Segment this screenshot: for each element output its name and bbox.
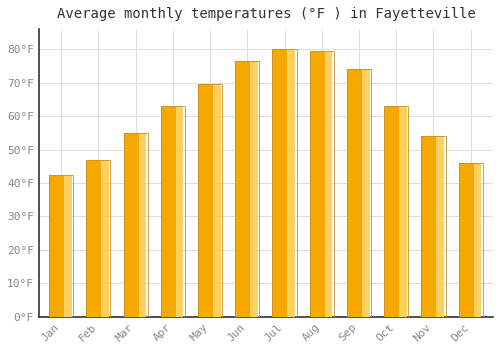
Bar [384, 106, 401, 317]
Bar [384, 106, 408, 317]
Bar [422, 136, 446, 317]
Bar [124, 133, 148, 317]
Bar [160, 106, 185, 317]
Bar [49, 175, 73, 317]
Bar [458, 163, 483, 317]
Bar [347, 69, 364, 317]
Bar [288, 49, 295, 317]
Bar [64, 175, 72, 317]
Bar [474, 163, 482, 317]
Bar [324, 51, 332, 317]
Bar [250, 61, 258, 317]
Bar [310, 51, 326, 317]
Bar [422, 136, 438, 317]
Bar [198, 84, 215, 317]
Bar [102, 160, 109, 317]
Bar [436, 136, 444, 317]
Bar [272, 49, 296, 317]
Bar [198, 84, 222, 317]
Bar [235, 61, 260, 317]
Title: Average monthly temperatures (°F ) in Fayetteville: Average monthly temperatures (°F ) in Fa… [56, 7, 476, 21]
Bar [160, 106, 178, 317]
Bar [86, 160, 103, 317]
Bar [347, 69, 371, 317]
Bar [176, 106, 184, 317]
Bar [399, 106, 407, 317]
Bar [362, 69, 370, 317]
Bar [138, 133, 146, 317]
Bar [235, 61, 252, 317]
Bar [310, 51, 334, 317]
Bar [213, 84, 220, 317]
Bar [124, 133, 140, 317]
Bar [458, 163, 475, 317]
Bar [272, 49, 289, 317]
Bar [86, 160, 110, 317]
Bar [49, 175, 66, 317]
